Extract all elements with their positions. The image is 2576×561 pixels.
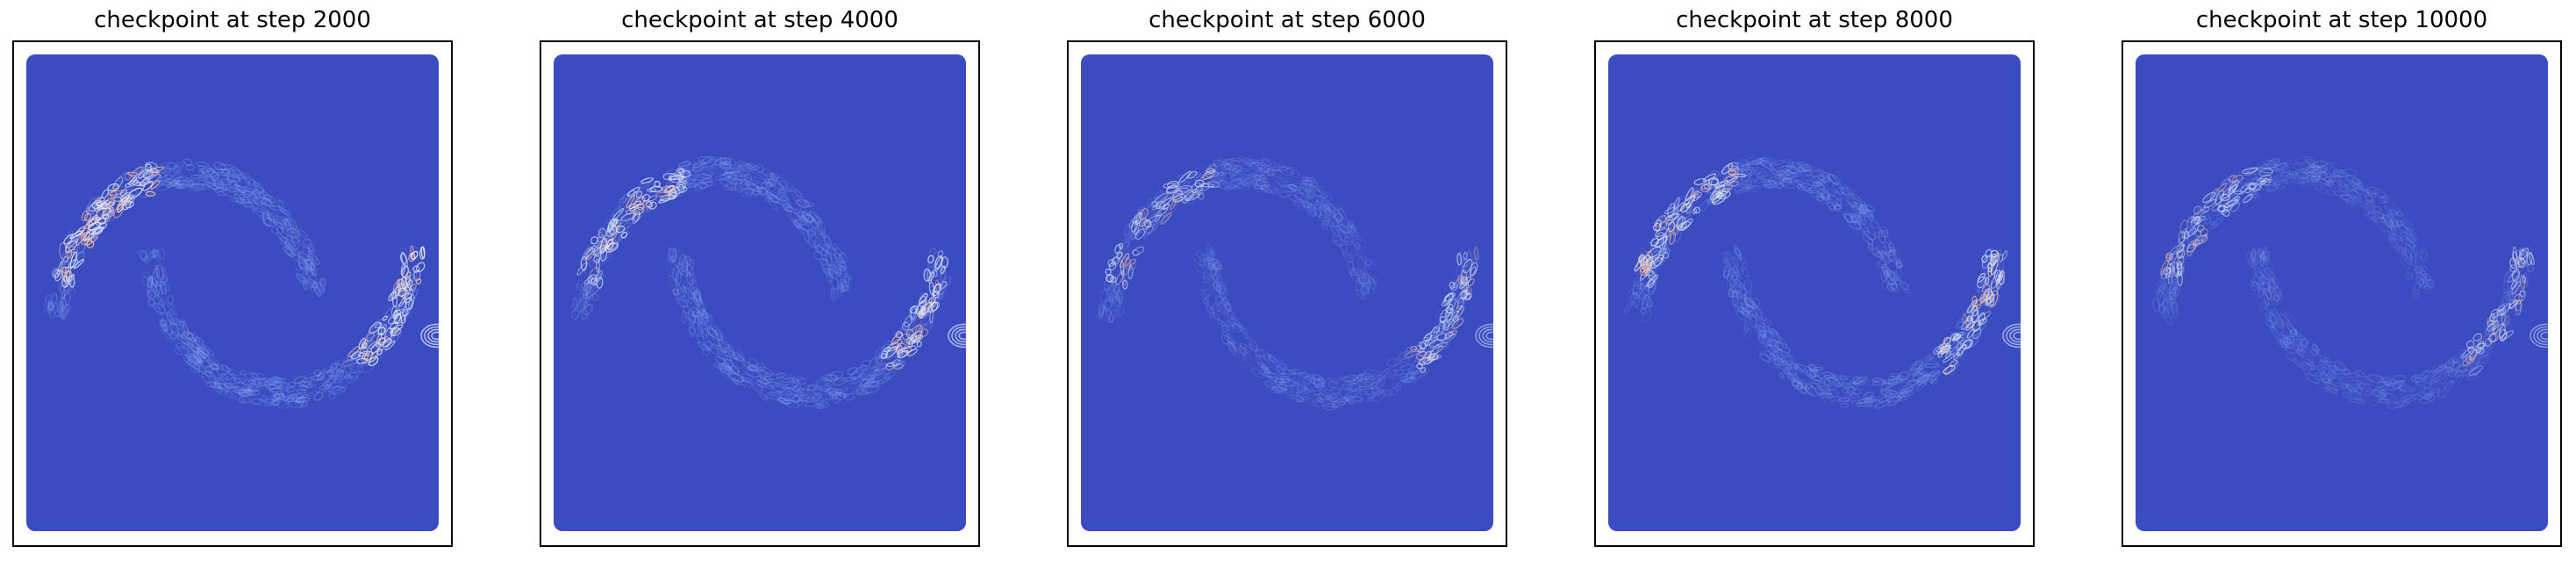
chart-panel-4: checkpoint at step 8000 bbox=[1594, 0, 2035, 561]
chart-title: checkpoint at step 2000 bbox=[94, 7, 371, 33]
heatmap-background bbox=[1081, 54, 1493, 531]
chart-panel-5: checkpoint at step 10000 bbox=[2122, 0, 2562, 561]
edge-ring bbox=[2013, 331, 2021, 341]
edge-ring bbox=[2529, 323, 2548, 349]
density-marks bbox=[1623, 156, 2021, 409]
edge-ring bbox=[2002, 323, 2021, 349]
edge-ring bbox=[948, 323, 966, 349]
density-heatmap bbox=[554, 54, 966, 531]
heatmap-background bbox=[26, 54, 439, 531]
edge-ring bbox=[1475, 323, 1493, 349]
edge-ring bbox=[2009, 328, 2021, 343]
edge-ring bbox=[1482, 328, 1493, 343]
chart-title: checkpoint at step 4000 bbox=[621, 7, 898, 33]
edge-ring bbox=[955, 328, 966, 343]
chart-title: checkpoint at step 6000 bbox=[1148, 7, 1426, 33]
edge-ring bbox=[2537, 328, 2548, 343]
density-heatmap bbox=[1081, 54, 1493, 531]
edge-ring bbox=[420, 323, 439, 349]
edge-ring bbox=[1478, 326, 1493, 346]
edge-ring bbox=[424, 326, 439, 346]
density-marks bbox=[2152, 155, 2548, 409]
chart-panel-2: checkpoint at step 4000 bbox=[540, 0, 980, 561]
heatmap-background bbox=[2136, 54, 2548, 531]
edge-ring bbox=[2540, 331, 2548, 341]
edge-ring bbox=[431, 331, 439, 341]
density-heatmap bbox=[26, 54, 439, 531]
density-heatmap bbox=[1608, 54, 2021, 531]
density-heatmap bbox=[2136, 54, 2548, 531]
density-marks bbox=[43, 158, 439, 409]
edge-ring bbox=[427, 328, 439, 343]
edge-ring bbox=[1485, 331, 1493, 341]
heatmap-background bbox=[1608, 54, 2021, 531]
edge-ring bbox=[951, 326, 966, 346]
heatmap-background bbox=[554, 54, 966, 531]
edge-ring bbox=[958, 331, 966, 341]
chart-title: checkpoint at step 8000 bbox=[1676, 7, 1953, 33]
chart-panel-3: checkpoint at step 6000 bbox=[1067, 0, 1507, 561]
density-marks bbox=[570, 155, 966, 410]
edge-ring bbox=[2006, 326, 2021, 346]
chart-panel-1: checkpoint at step 2000 bbox=[12, 0, 453, 561]
chart-title: checkpoint at step 10000 bbox=[2195, 7, 2488, 33]
edge-ring bbox=[2533, 326, 2548, 346]
density-marks bbox=[1097, 155, 1493, 411]
